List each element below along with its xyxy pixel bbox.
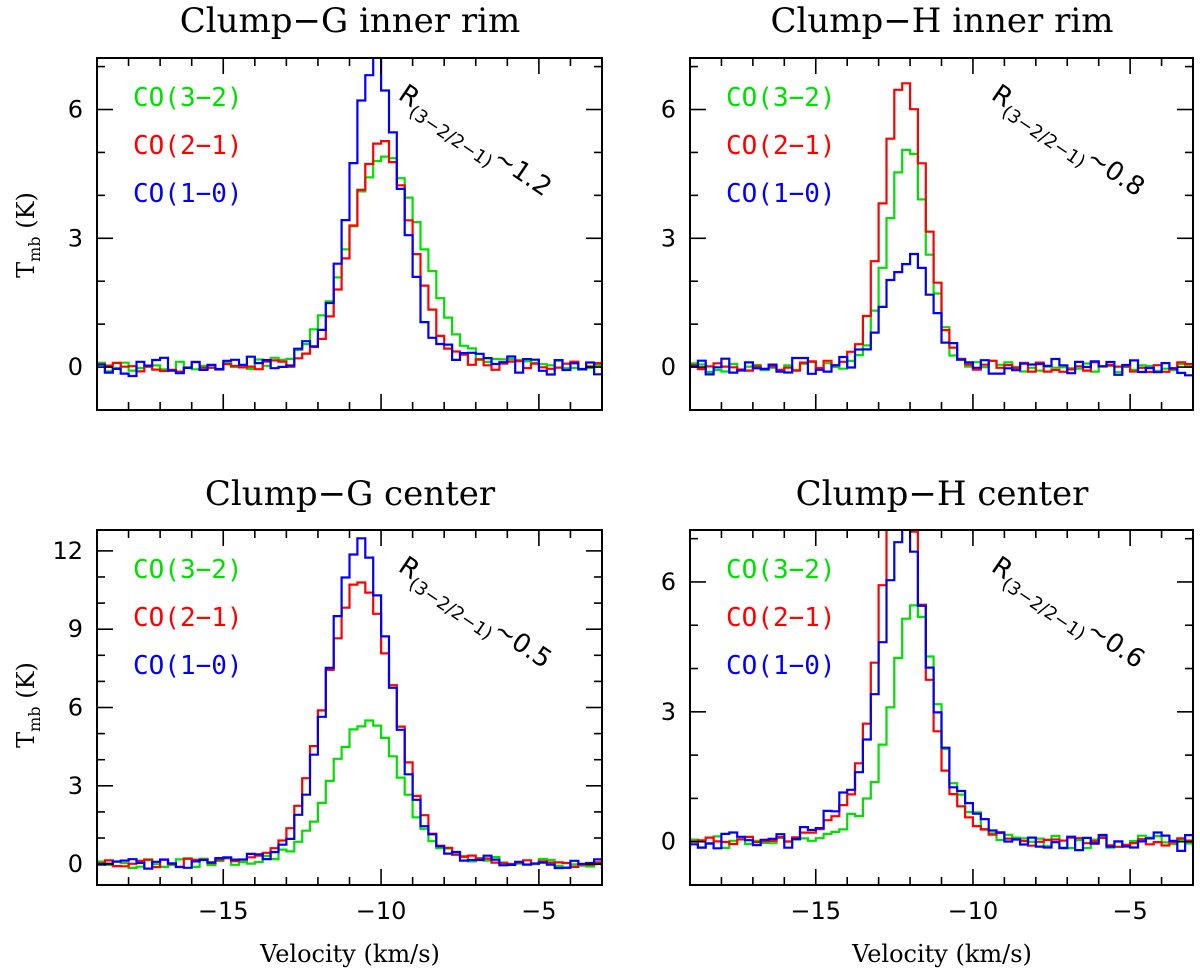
legend-entry: CO(3−2) — [133, 83, 243, 113]
legend-entry: CO(3−2) — [726, 83, 836, 113]
x-tick-label: −5 — [521, 897, 556, 925]
spectrum-line-co21 — [690, 530, 1193, 848]
spectrum-line-co10 — [97, 537, 602, 870]
legend-entry: CO(1−0) — [133, 651, 243, 681]
y-tick-label: 3 — [68, 224, 83, 252]
y-tick-label: 0 — [661, 353, 676, 381]
spectrum-line-co10 — [690, 252, 1193, 377]
panel-title: Clump−H inner rim — [771, 1, 1114, 41]
legend-entry: CO(2−1) — [133, 603, 243, 633]
x-tick-label: −15 — [790, 897, 841, 925]
panel-title: Clump−G inner rim — [180, 1, 520, 41]
spectrum-line-co21 — [690, 82, 1193, 374]
y-tick-label: 6 — [68, 96, 83, 124]
y-tick-label: 3 — [661, 698, 676, 726]
panel-clump-h-center: Clump−H center −15 −10 −5 0 3 6 CO(3−2) CO(2−1)… — [661, 474, 1194, 925]
legend-entry: CO(3−2) — [133, 555, 243, 585]
legend-entry: CO(1−0) — [726, 651, 836, 681]
legend-entry: CO(2−1) — [133, 131, 243, 161]
x-tick-label: −10 — [948, 897, 999, 925]
x-axis-label-left: Velocity (km/s) — [259, 940, 440, 968]
y-axis-label-top: Tmb (K) — [12, 192, 44, 278]
ratio-annotation: R(3−2/2−1)~0.6 — [983, 551, 1150, 680]
y-axis-label-bottom: Tmb (K) — [12, 662, 44, 748]
panel-title: Clump−H center — [796, 474, 1090, 514]
legend-entry: CO(2−1) — [726, 603, 836, 633]
y-tick-label: 6 — [661, 568, 676, 596]
panel-clump-g-inner-rim: Clump−G inner rim 0 3 6 CO(3−2) CO(2−1) CO(1−… — [68, 1, 603, 411]
panel-title: Clump−G center — [205, 474, 496, 514]
ratio-annotation: R(3−2/2−1)~0.8 — [983, 79, 1150, 208]
ratio-annotation: R(3−2/2−1)~1.2 — [390, 79, 557, 208]
legend-entry: CO(3−2) — [726, 555, 836, 585]
y-tick-label: 0 — [68, 353, 83, 381]
y-tick-label: 3 — [68, 772, 83, 800]
x-tick-label: −5 — [1112, 897, 1147, 925]
legend-entry: CO(2−1) — [726, 131, 836, 161]
x-tick-label: −10 — [356, 897, 407, 925]
panel-clump-h-inner-rim: Clump−H inner rim 0 3 6 CO(3−2) CO(2−1) CO(1−… — [661, 1, 1194, 411]
legend-entry: CO(1−0) — [726, 179, 836, 209]
spectrum-line-co21 — [97, 140, 602, 373]
ratio-annotation: R(3−2/2−1)~0.5 — [390, 551, 557, 680]
spectrum-line-co10 — [97, 58, 602, 378]
y-tick-label: 0 — [68, 850, 83, 878]
y-tick-label: 9 — [68, 615, 83, 643]
legend-entry: CO(1−0) — [133, 179, 243, 209]
spectrum-line-co10 — [690, 530, 1193, 852]
spectrum-line-co32 — [97, 719, 602, 869]
y-tick-label: 6 — [68, 694, 83, 722]
y-tick-label: 6 — [661, 96, 676, 124]
y-tick-label: 12 — [52, 537, 83, 565]
y-tick-label: 3 — [661, 224, 676, 252]
panel-clump-g-center: Clump−G center −15 −10 −5 0 3 6 9 12 CO(3−2) CO(2… — [52, 474, 603, 925]
y-tick-label: 0 — [661, 828, 676, 856]
x-axis-label-right: Velocity (km/s) — [851, 940, 1032, 968]
x-tick-label: −15 — [198, 897, 249, 925]
spectrum-line-co32 — [690, 148, 1193, 374]
